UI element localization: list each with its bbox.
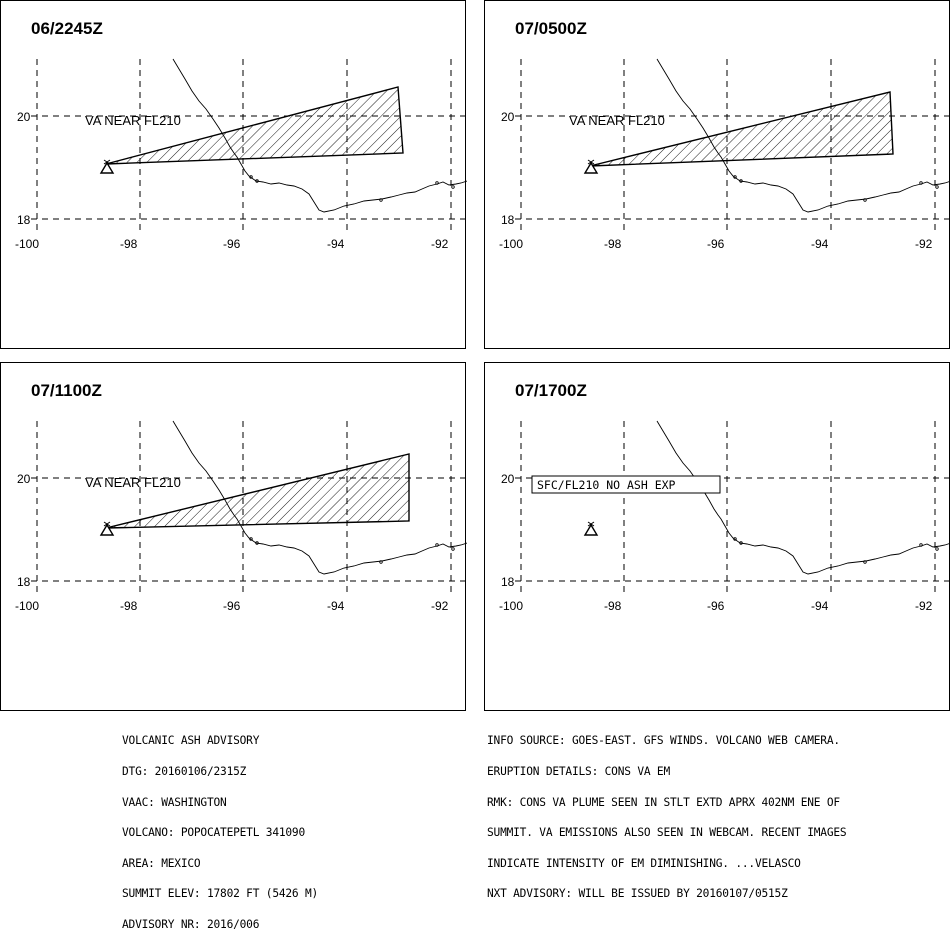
coast-detail (435, 181, 439, 185)
ash-plume-polygon (105, 453, 410, 529)
footer-line: VOLCANIC ASH ADVISORY (122, 734, 260, 748)
no-ash-label: SFC/FL210 NO ASH EXP (537, 478, 676, 492)
longitude-label: -94 (811, 599, 829, 613)
coast-detail (919, 181, 923, 185)
footer-line: RMK: CONS VA PLUME SEEN IN STLT EXTD APR… (487, 795, 840, 809)
va-label: VA NEAR FL210 (85, 113, 181, 128)
longitude-label: -92 (915, 237, 933, 251)
coast-detail (935, 547, 939, 551)
coast-detail (739, 541, 743, 545)
footer-line: SUMMIT. VA EMISSIONS ALSO SEEN IN WEBCAM… (487, 826, 847, 840)
map-content: 20 18 -100 -98 -96 -94 -92 VA NEAR FL210 (15, 420, 467, 613)
volcano-triangle-icon (583, 521, 599, 536)
coastline (172, 58, 467, 213)
coast-detail (255, 541, 259, 545)
longitude-label: -92 (915, 599, 933, 613)
longitude-label: -100 (499, 237, 523, 251)
longitude-label: -98 (120, 237, 138, 251)
volcano-triangle-icon (583, 159, 599, 174)
panel-time: 07/1100Z (31, 381, 102, 400)
latitude-label: 20 (17, 472, 31, 486)
footer-line: AREA: MEXICO (122, 856, 201, 870)
longitude-label: -100 (15, 237, 39, 251)
longitude-label: -94 (811, 237, 829, 251)
coast-detail (733, 175, 737, 179)
coastline (656, 58, 950, 213)
va-label: VA NEAR FL210 (569, 113, 665, 128)
coast-detail (435, 543, 439, 547)
map-content: 20 18 -100 -98 -96 -94 -92 SFC/FL210 NO ASH EXP (499, 420, 950, 613)
footer-line: VAAC: WASHINGTON (122, 795, 227, 809)
map-panel-3: 20 18 -100 -98 -96 -94 -92 VA NEAR FL210 07/110… (0, 362, 467, 711)
va-label: VA NEAR FL210 (85, 475, 181, 490)
latitude-label: 18 (501, 575, 515, 589)
map-4: 20 18 -100 -98 -96 -94 -92 SFC/FL210 NO ASH EXP (499, 420, 950, 613)
advisory-header-text: VOLCANIC ASH ADVISORY DTG: 20160106/2315… (122, 716, 318, 940)
volcano-triangle-icon (99, 159, 115, 174)
coast-detail (863, 560, 867, 564)
latitude-label: 18 (17, 575, 31, 589)
panel-time: 07/1700Z (515, 381, 587, 400)
longitude-label: -96 (707, 237, 725, 251)
latitude-label: 20 (17, 110, 31, 124)
footer-line: DTG: 20160106/2315Z (122, 765, 247, 778)
footer-line: INFO SOURCE: GOES-EAST. GFS WINDS. VOLCA… (487, 734, 840, 748)
longitude-label: -96 (223, 599, 241, 613)
map-panel-4: 20 18 -100 -98 -96 -94 -92 SFC/FL210 NO ASH EXP… (484, 362, 950, 711)
panel-time: 06/2245Z (31, 19, 103, 38)
map-1: 20 18 -100 -98 -96 -94 -92 VA NEAR FL210 (15, 58, 467, 251)
map-3: 20 18 -100 -98 -96 -94 -92 VA NEAR FL210 (15, 420, 467, 613)
no-ash-label-box (531, 475, 721, 494)
longitude-label: -94 (327, 599, 345, 613)
coast-detail (255, 179, 259, 183)
coastline (172, 420, 467, 575)
map-content: 20 18 -100 -98 -96 -94 -92 VA NEAR FL210 (15, 58, 467, 251)
coast-detail (249, 175, 253, 179)
coast-detail (379, 198, 383, 202)
panel-time: 07/0500Z (515, 19, 587, 38)
longitude-label: -98 (604, 237, 622, 251)
footer-line: ERUPTION DETAILS: CONS VA EM (487, 765, 670, 778)
map-2: 20 18 -100 -98 -96 -94 -92 VA NEAR FL210 (499, 58, 950, 251)
footer-line: VOLCANO: POPOCATEPETL 341090 (122, 826, 305, 840)
longitude-label: -92 (431, 599, 449, 613)
map-panel-2: 20 18 -100 -98 -96 -94 -92 VA NEAR FL210 07/050… (484, 0, 950, 349)
coast-detail (451, 185, 455, 189)
footer-line: SUMMIT ELEV: 17802 FT (5426 M) (122, 887, 319, 901)
ash-plume-polygon (105, 86, 404, 165)
coastline (656, 420, 950, 575)
coast-detail (379, 560, 383, 564)
coast-detail (863, 198, 867, 202)
longitude-label: -96 (223, 237, 241, 251)
footer-line: INDICATE INTENSITY OF EM DIMINISHING. ..… (487, 856, 801, 870)
longitude-label: -98 (604, 599, 622, 613)
longitude-label: -98 (120, 599, 138, 613)
longitude-label: -100 (499, 599, 523, 613)
longitude-label: -100 (15, 599, 39, 613)
latitude-label: 20 (501, 110, 515, 124)
coast-detail (733, 537, 737, 541)
latitude-label: 18 (501, 213, 515, 227)
longitude-label: -92 (431, 237, 449, 251)
longitude-label: -94 (327, 237, 345, 251)
map-content: 20 18 -100 -98 -96 -94 -92 VA NEAR FL210 (499, 58, 950, 251)
latitude-label: 20 (501, 472, 515, 486)
latitude-label: 18 (17, 213, 31, 227)
coast-detail (451, 547, 455, 551)
coast-detail (249, 537, 253, 541)
longitude-label: -96 (707, 599, 725, 613)
coast-detail (935, 185, 939, 189)
footer-line: ADVISORY NR: 2016/006 (122, 917, 260, 931)
advisory-remarks-text: INFO SOURCE: GOES-EAST. GFS WINDS. VOLCA… (487, 716, 847, 910)
ash-plume-polygon (589, 91, 894, 167)
volcano-triangle-icon (99, 521, 115, 536)
map-panel-1: 20 18 -100 -98 -96 -94 -92 VA NEAR FL210 06/224… (0, 0, 467, 349)
footer-line: NXT ADVISORY: WILL BE ISSUED BY 20160107… (487, 887, 788, 901)
coast-detail (739, 179, 743, 183)
coast-detail (919, 543, 923, 547)
